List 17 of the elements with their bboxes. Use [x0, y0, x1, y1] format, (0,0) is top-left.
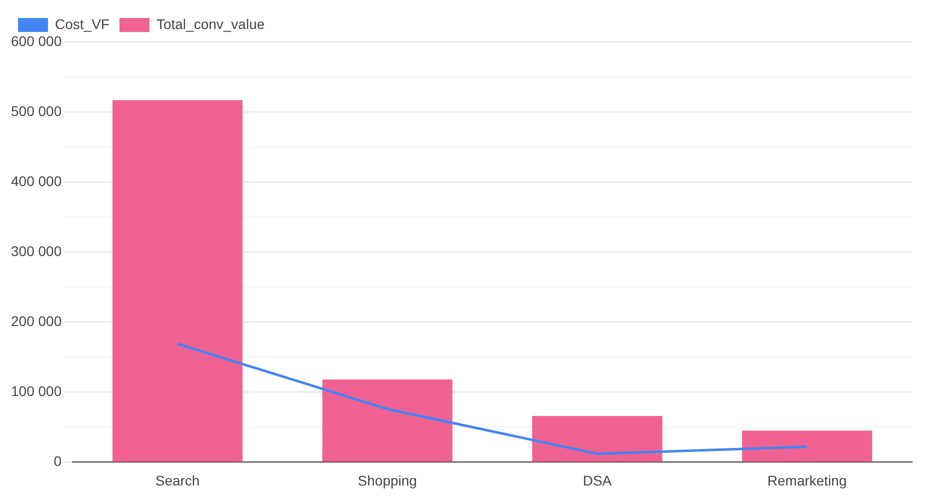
y-tick-label: 300 000 — [10, 242, 62, 259]
x-tick-label: Shopping — [358, 472, 417, 488]
legend-label: Total_conv_value — [156, 16, 265, 32]
bar — [112, 100, 243, 462]
y-tick-label: 500 000 — [10, 102, 62, 119]
y-tick-label: 0 — [54, 453, 62, 470]
y-tick-label: 200 000 — [10, 312, 62, 329]
bar — [322, 380, 452, 462]
bar — [742, 430, 872, 462]
x-tick-label: Remarketing — [767, 472, 847, 488]
legend-label: Cost_VF — [55, 16, 110, 32]
x-tick-label: DSA — [582, 472, 612, 488]
bar — [532, 416, 662, 462]
y-tick-label: 400 000 — [10, 172, 62, 189]
y-tick-label: 100 000 — [10, 383, 62, 400]
y-tick-label: 600 000 — [10, 32, 62, 49]
x-tick-label: Search — [155, 472, 200, 488]
